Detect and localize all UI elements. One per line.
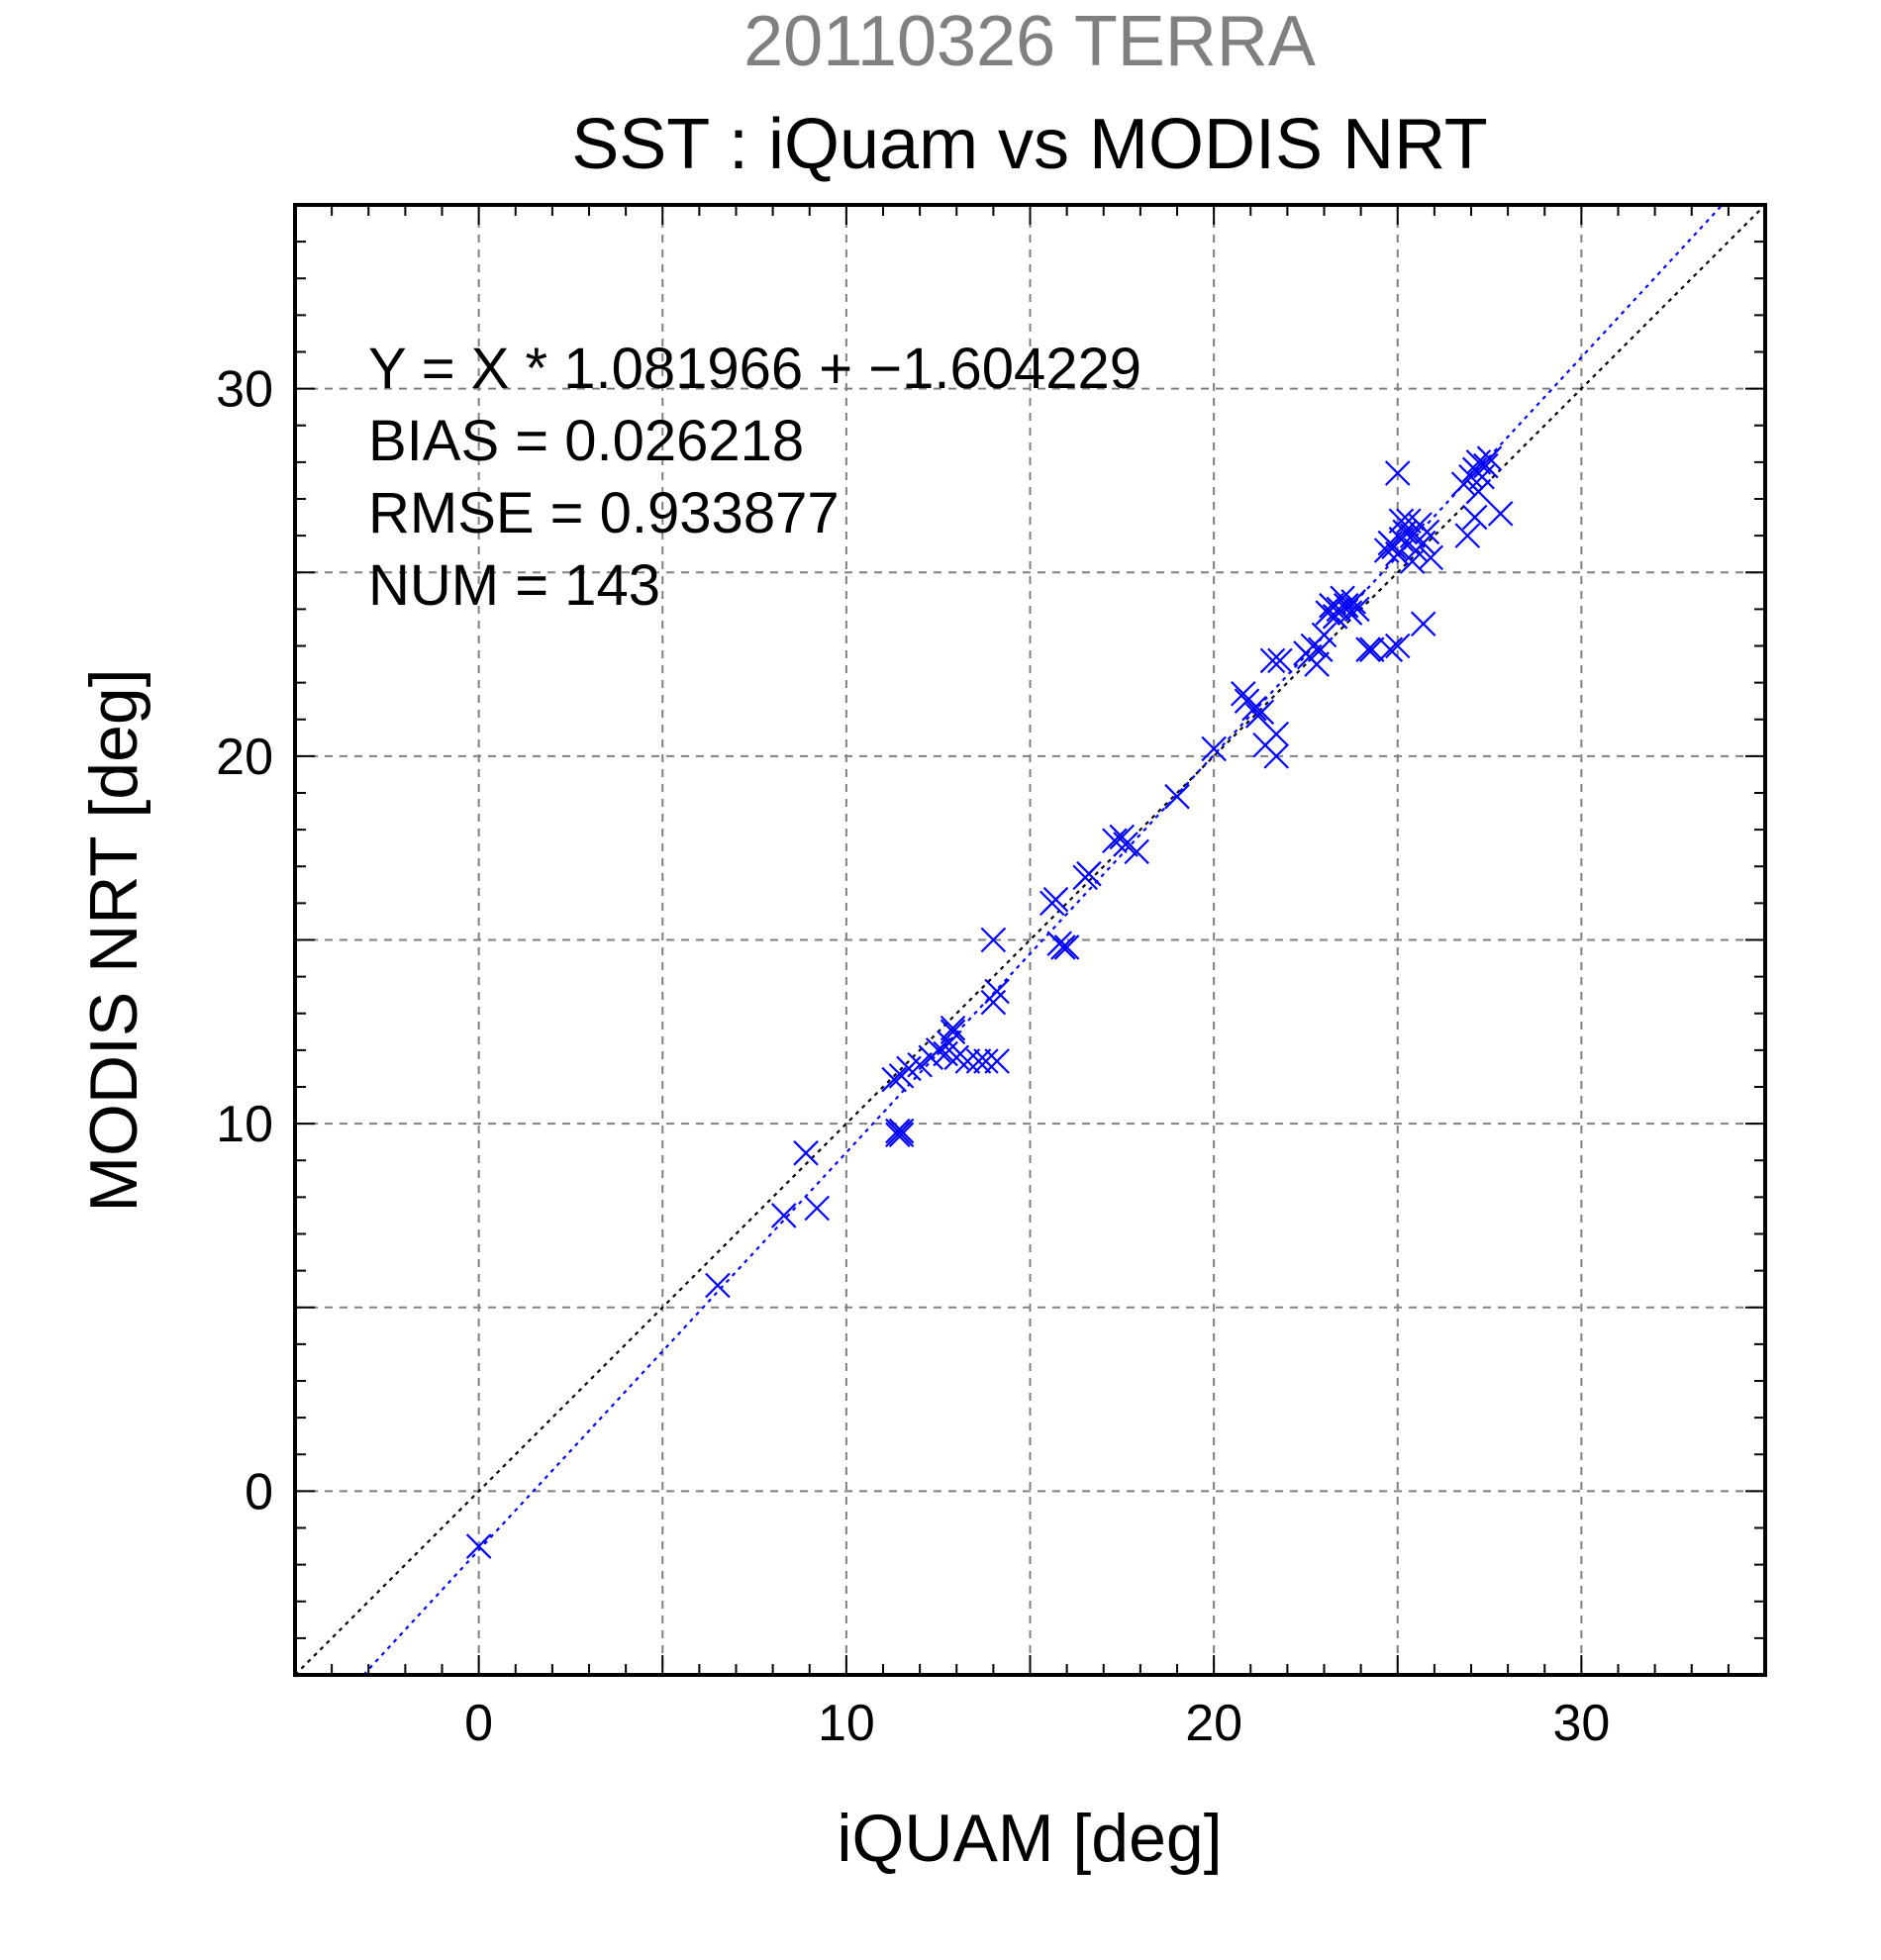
data-point [1248, 699, 1275, 726]
data-point [465, 1533, 492, 1559]
data-point [940, 1019, 966, 1045]
x-tick-label: 10 [818, 1695, 875, 1752]
data-point [793, 1140, 819, 1166]
count-stat: NUM = 143 [368, 553, 660, 618]
data-point [925, 1037, 951, 1063]
data-point [1053, 934, 1080, 960]
data-point [1267, 647, 1293, 674]
regression-line [362, 204, 1724, 1676]
data-point [1164, 783, 1190, 810]
data-point [973, 1048, 999, 1074]
data-point [1355, 637, 1381, 662]
data-point [965, 1048, 992, 1074]
data-point [1311, 622, 1337, 648]
data-point [770, 1203, 797, 1228]
y-tick-label: 0 [245, 1463, 273, 1520]
data-point [1377, 637, 1404, 662]
y-tick-labels: 0 10 20 30 [216, 361, 273, 1521]
regression-equation: Y = X * 1.081966 + −1.604229 [368, 337, 1141, 401]
data-point [1476, 445, 1503, 471]
data-point [1410, 611, 1436, 637]
data-point [1384, 460, 1411, 486]
data-point [1399, 523, 1426, 548]
data-point [1259, 647, 1286, 674]
data-point [804, 1195, 830, 1222]
y-tick-label: 30 [216, 361, 273, 419]
grid [295, 205, 1765, 1675]
data-point [1241, 695, 1267, 722]
data-point [980, 927, 1007, 953]
data-point [1308, 637, 1334, 662]
data-point [1124, 838, 1149, 865]
data-point [1473, 452, 1499, 479]
data-point [1113, 832, 1138, 857]
x-tick-labels: 0 10 20 30 [464, 1695, 1610, 1752]
data-point [1344, 596, 1370, 623]
x-tick-label: 0 [464, 1695, 493, 1752]
data-point [888, 1118, 915, 1144]
data-point [1487, 501, 1514, 527]
data-point [1358, 637, 1385, 662]
data-point [1050, 934, 1076, 960]
data-point [1465, 478, 1492, 505]
data-point [1384, 633, 1411, 659]
data-point [888, 1122, 915, 1148]
data-point [1040, 890, 1065, 917]
data-point [1340, 589, 1366, 615]
data-point [1201, 735, 1227, 762]
stats-block: Y = X * 1.081966 + −1.604229 BIAS = 0.02… [368, 337, 1141, 618]
x-tick-label: 30 [1552, 1695, 1610, 1752]
data-point [940, 1015, 966, 1041]
x-tick-label: 20 [1185, 1695, 1242, 1752]
y-tick-label: 20 [216, 729, 273, 786]
data-point [1461, 504, 1488, 531]
y-axis-label: MODIS NRT [deg] [76, 668, 151, 1212]
data-point [1304, 651, 1330, 677]
chart-title: SST : iQuam vs MODIS NRT [571, 105, 1488, 184]
data-point [954, 1048, 981, 1074]
plot-frame [293, 203, 1767, 1677]
bias-stat: BIAS = 0.026218 [368, 409, 804, 473]
data-points [465, 445, 1514, 1559]
rmse-stat: RMSE = 0.933877 [368, 481, 840, 545]
data-point [1388, 508, 1415, 535]
data-point [1414, 519, 1440, 545]
data-point [984, 1048, 1010, 1074]
data-point [1263, 721, 1290, 747]
data-point [984, 978, 1010, 1005]
data-point [705, 1272, 731, 1299]
y-tick-label: 10 [216, 1096, 273, 1153]
reference-lines [294, 204, 1766, 1676]
data-point [881, 1066, 907, 1093]
chart-date-title: 20110326 TERRA [743, 2, 1316, 81]
data-point [1263, 743, 1290, 769]
data-point [907, 1051, 933, 1078]
x-axis-label: iQUAM [deg] [837, 1801, 1222, 1876]
data-point [1076, 860, 1102, 887]
data-point [1454, 523, 1481, 548]
data-point [1399, 548, 1426, 574]
